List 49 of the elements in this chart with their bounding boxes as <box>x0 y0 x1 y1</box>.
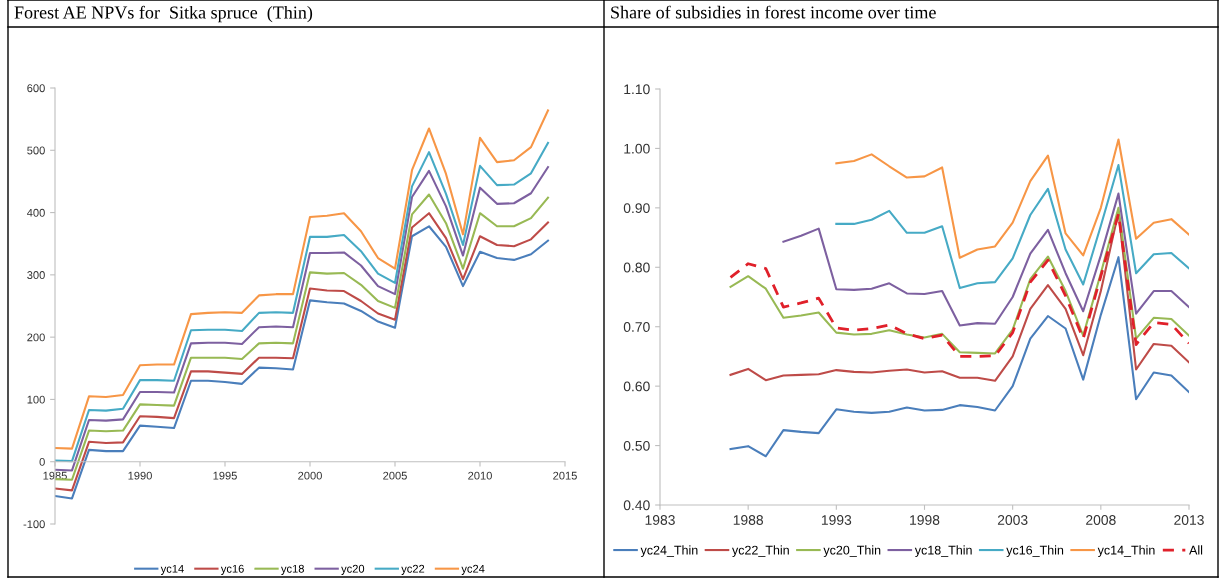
x-tick-label: 1990 <box>128 471 152 480</box>
x-tick-label: 1983 <box>645 515 675 525</box>
y-tick-label: 1.10 <box>624 84 650 95</box>
y-tick-label: 0.50 <box>623 440 650 451</box>
legend-label: yc16_Thin <box>1006 545 1064 558</box>
y-tick-label: 300 <box>27 271 45 279</box>
y-tick-label: 0 <box>39 457 45 466</box>
x-tick-label: 2003 <box>997 515 1028 525</box>
x-tick-label: 2015 <box>553 471 577 480</box>
legend-label: yc22 <box>401 564 425 575</box>
x-tick-label: 2010 <box>468 471 492 480</box>
y-tick-label: 0.90 <box>623 203 650 214</box>
x-tick-label: 2005 <box>383 471 407 480</box>
legend-label: yc20_Thin <box>823 545 881 558</box>
x-tick-label: 2013 <box>1174 515 1204 525</box>
y-tick-label: 200 <box>27 333 45 342</box>
legend-label: yc18 <box>281 564 304 575</box>
line-series <box>835 138 1189 259</box>
y-tick-label: 0.60 <box>623 381 650 392</box>
legend-label: yc24_Thin <box>640 545 698 558</box>
legend-label: yc14 <box>160 564 184 575</box>
y-tick-label: 500 <box>27 146 45 155</box>
legend-label: yc22_Thin <box>732 545 789 558</box>
line-series <box>782 192 1189 327</box>
x-tick-label: 2008 <box>1086 515 1116 525</box>
y-tick-label: 0.40 <box>623 500 650 511</box>
y-tick-label: 400 <box>27 208 45 217</box>
line-series <box>835 164 1189 290</box>
line-series <box>729 256 1189 458</box>
x-tick-label: 1988 <box>733 515 764 525</box>
legend-label: yc14_Thin <box>1097 545 1155 558</box>
y-tick-label: 1.00 <box>624 143 650 154</box>
y-tick-label: -100 <box>23 520 45 529</box>
y-tick-label: 0.70 <box>623 322 650 332</box>
legend-label: yc18_Thin <box>914 545 972 558</box>
y-tick-label: 0.80 <box>623 262 650 273</box>
legend-label: yc16 <box>220 564 244 575</box>
x-tick-label: 1995 <box>213 471 237 480</box>
y-tick-label: 100 <box>27 395 45 404</box>
chart-title: Forest AE NPVs for Sitka spruce (Thin) <box>14 5 313 23</box>
legend-label: yc24 <box>461 564 485 575</box>
chart-title: Share of subsidies in forest income over time <box>611 5 936 19</box>
x-tick-label: 1993 <box>821 515 852 525</box>
legend-label: yc20 <box>341 564 365 575</box>
x-tick-label: 1998 <box>910 515 940 525</box>
y-tick-label: 600 <box>27 84 45 93</box>
x-tick-label: 1985 <box>43 471 67 480</box>
x-tick-label: 2000 <box>298 471 322 480</box>
legend-label: All <box>1189 545 1203 555</box>
